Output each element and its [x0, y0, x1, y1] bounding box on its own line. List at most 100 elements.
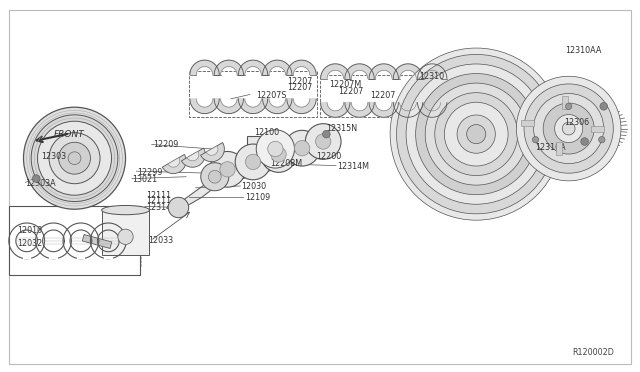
Circle shape — [33, 175, 40, 182]
Circle shape — [566, 103, 572, 109]
Wedge shape — [181, 148, 205, 167]
Text: 12207: 12207 — [287, 83, 312, 92]
Wedge shape — [200, 142, 225, 162]
Bar — [320, 75, 447, 118]
Wedge shape — [163, 154, 186, 174]
Circle shape — [425, 83, 527, 185]
Ellipse shape — [225, 154, 255, 180]
Circle shape — [534, 93, 604, 164]
Text: 13021: 13021 — [132, 175, 157, 184]
Text: 12299: 12299 — [138, 168, 163, 177]
Text: 12209: 12209 — [153, 140, 179, 149]
Wedge shape — [206, 146, 218, 155]
Circle shape — [532, 137, 539, 143]
Circle shape — [220, 162, 235, 177]
Circle shape — [435, 93, 518, 176]
Text: 12111: 12111 — [147, 196, 172, 205]
Bar — [9, 206, 140, 275]
Circle shape — [168, 197, 189, 218]
Polygon shape — [417, 64, 447, 78]
Circle shape — [516, 76, 621, 181]
Text: 12310: 12310 — [419, 72, 444, 81]
Circle shape — [268, 141, 283, 157]
Polygon shape — [287, 60, 316, 75]
Polygon shape — [345, 103, 374, 117]
Text: 12030: 12030 — [241, 182, 267, 190]
Ellipse shape — [276, 140, 307, 166]
Circle shape — [294, 141, 310, 156]
Polygon shape — [369, 103, 399, 117]
Text: 12109: 12109 — [244, 193, 270, 202]
Circle shape — [245, 154, 260, 170]
Polygon shape — [262, 99, 292, 113]
Circle shape — [68, 152, 81, 164]
Text: FRONT: FRONT — [54, 130, 84, 140]
Circle shape — [271, 147, 286, 162]
Circle shape — [415, 74, 537, 195]
Ellipse shape — [102, 205, 149, 215]
Circle shape — [305, 124, 341, 159]
Circle shape — [49, 133, 100, 184]
Bar — [563, 96, 568, 109]
Circle shape — [260, 137, 296, 172]
Text: 12207: 12207 — [370, 91, 395, 100]
Text: 12314E: 12314E — [147, 203, 177, 212]
Circle shape — [543, 103, 594, 154]
Text: 12207S: 12207S — [256, 91, 287, 100]
Circle shape — [24, 107, 125, 209]
Text: 12207: 12207 — [287, 77, 312, 86]
Text: 12111: 12111 — [147, 191, 172, 200]
Ellipse shape — [203, 161, 233, 187]
Circle shape — [457, 115, 495, 153]
Polygon shape — [190, 60, 220, 75]
Circle shape — [397, 54, 556, 214]
Bar — [246, 136, 307, 162]
Circle shape — [563, 122, 575, 135]
Circle shape — [406, 64, 547, 204]
Circle shape — [444, 102, 508, 166]
Circle shape — [31, 115, 118, 202]
Polygon shape — [262, 60, 292, 75]
Text: 12306: 12306 — [564, 118, 589, 127]
Polygon shape — [417, 103, 447, 117]
Text: 12207: 12207 — [338, 87, 364, 96]
Text: 12207M: 12207M — [330, 80, 362, 89]
Polygon shape — [238, 60, 268, 75]
Text: 12032: 12032 — [17, 239, 42, 248]
Circle shape — [210, 151, 245, 187]
Circle shape — [555, 115, 582, 142]
Ellipse shape — [251, 146, 281, 173]
Circle shape — [598, 137, 605, 143]
Circle shape — [316, 134, 331, 149]
Circle shape — [284, 130, 320, 166]
Polygon shape — [345, 64, 374, 78]
Polygon shape — [394, 64, 422, 78]
Bar — [521, 120, 534, 126]
Bar — [102, 210, 149, 254]
Text: 12303: 12303 — [42, 152, 67, 161]
Text: 12208M: 12208M — [270, 158, 302, 167]
Polygon shape — [214, 99, 243, 113]
Text: R120002D: R120002D — [573, 348, 614, 357]
Bar — [556, 142, 563, 155]
Circle shape — [390, 48, 563, 220]
Ellipse shape — [298, 133, 328, 160]
Wedge shape — [168, 158, 180, 167]
Polygon shape — [190, 99, 220, 113]
Polygon shape — [321, 64, 350, 78]
Text: 12310AA: 12310AA — [566, 46, 602, 55]
Circle shape — [38, 121, 111, 195]
Circle shape — [467, 125, 486, 144]
Text: 12200: 12200 — [316, 152, 341, 161]
Polygon shape — [369, 64, 399, 78]
Bar — [81, 206, 141, 266]
Circle shape — [256, 130, 294, 168]
Text: 12315N: 12315N — [326, 124, 358, 133]
Circle shape — [201, 163, 229, 191]
Circle shape — [118, 229, 133, 244]
Polygon shape — [238, 99, 268, 113]
Circle shape — [580, 138, 588, 145]
Text: 12314M: 12314M — [337, 162, 369, 171]
Polygon shape — [287, 99, 316, 113]
Bar — [189, 71, 317, 118]
